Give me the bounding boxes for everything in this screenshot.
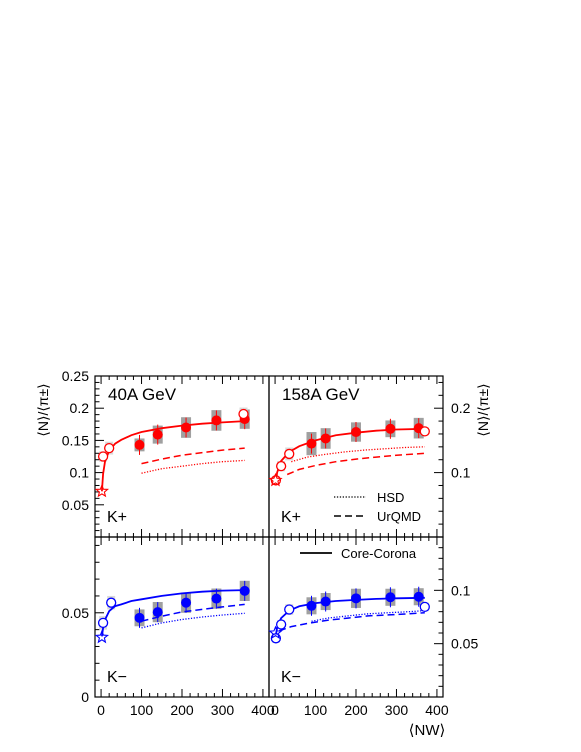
x-tick-label: 100 xyxy=(130,702,154,718)
x-tick-label: 100 xyxy=(304,702,328,718)
data-point-filled xyxy=(385,592,396,603)
data-point-filled xyxy=(385,423,396,434)
y-tick-label: 0.1 xyxy=(451,465,471,481)
data-point-filled xyxy=(306,600,317,611)
panel-title-40gev: 40A GeV xyxy=(108,385,177,404)
data-point-star xyxy=(94,483,110,498)
urqmd-curve xyxy=(141,447,245,465)
data-point-open xyxy=(104,442,115,454)
legend-core-corona-label: Core-Corona xyxy=(341,546,417,561)
x-tick-label: 0 xyxy=(97,702,105,718)
particle-label-kplus-left: K+ xyxy=(107,509,127,526)
panel-40gev-kminus: 0 100 200 300 400 0 0.05 xyxy=(62,536,275,718)
x-tick-label: 200 xyxy=(170,702,194,718)
panel-158gev-kminus: 0 100 200 300 400 0.05 0.1 xyxy=(268,536,478,718)
data-point-filled xyxy=(320,596,331,607)
data-point-filled xyxy=(306,438,317,449)
data-point-filled xyxy=(134,612,145,623)
y-tick-label: 0.1 xyxy=(70,465,90,481)
y-tick-label: 0.1 xyxy=(451,582,471,598)
x-tick-label: 400 xyxy=(425,702,449,718)
data-point-filled xyxy=(413,591,424,602)
x-tick-label: 300 xyxy=(211,702,235,718)
data-point-star xyxy=(268,625,283,640)
x-tick-label: 200 xyxy=(344,702,368,718)
x-tick-label: 300 xyxy=(385,702,409,718)
urqmd-curve xyxy=(278,611,425,632)
urqmd-curve xyxy=(286,452,425,476)
data-point-filled xyxy=(211,415,222,426)
data-point-filled xyxy=(134,439,145,450)
hsd-curve xyxy=(141,612,245,629)
y-axis-title-right: ⟨N⟩/⟨π±⟩ xyxy=(475,383,491,436)
data-point-open xyxy=(238,408,249,420)
y-tick-label: 0.05 xyxy=(451,636,478,652)
data-point-open xyxy=(106,597,117,608)
y-tick-label: 0.05 xyxy=(62,605,89,621)
panel-40gev-kplus: 0.05 0.1 0.15 0.2 0.25 xyxy=(62,368,270,538)
legend-core-corona: Core-Corona xyxy=(300,546,417,561)
data-point-star xyxy=(94,629,110,644)
y-tick-label: 0 xyxy=(81,689,89,705)
x-tick-label: 0 xyxy=(271,702,279,718)
data-point-open xyxy=(275,619,287,630)
data-point-open xyxy=(97,451,109,462)
data-point-open xyxy=(419,426,430,437)
y-axis-title-left: ⟨N⟩/⟨π±⟩ xyxy=(35,383,51,436)
data-point-open xyxy=(419,601,430,613)
data-point-open xyxy=(284,448,295,460)
legend-model-lines: HSD UrQMD xyxy=(334,490,421,524)
panel-158gev-kplus: 0.1 0.2 xyxy=(268,375,471,538)
y-tick-label: 0.15 xyxy=(62,432,89,448)
hsd-curve xyxy=(311,609,425,622)
x-tick-label: 400 xyxy=(251,702,275,718)
data-point-filled xyxy=(181,597,192,608)
data-point-filled xyxy=(152,429,163,440)
hsd-curve xyxy=(141,459,245,474)
data-point-filled xyxy=(351,593,361,604)
data-point-filled xyxy=(181,422,192,433)
data-point-filled xyxy=(211,593,222,604)
x-axis-title: ⟨NW⟩ xyxy=(409,722,446,739)
y-tick-label: 0.2 xyxy=(451,400,471,416)
legend-hsd-label: HSD xyxy=(377,490,404,505)
data-point-filled xyxy=(152,607,163,618)
particle-label-kminus-left: K− xyxy=(107,669,127,686)
data-point-filled xyxy=(351,427,361,438)
data-point-open xyxy=(97,617,109,629)
data-point-open xyxy=(284,604,295,615)
y-tick-label: 0.2 xyxy=(70,400,90,416)
data-point-star xyxy=(268,472,283,487)
particle-label-kplus-right: K+ xyxy=(281,509,301,526)
data-point-open xyxy=(275,461,287,472)
y-tick-label: 0.05 xyxy=(62,497,89,513)
panel-title-158gev: 158A GeV xyxy=(282,385,360,404)
data-point-filled xyxy=(320,433,331,444)
legend-urqmd-label: UrQMD xyxy=(377,509,421,524)
y-tick-label: 0.25 xyxy=(62,368,89,384)
particle-label-kminus-right: K− xyxy=(281,669,301,686)
data-point-filled xyxy=(239,585,250,596)
